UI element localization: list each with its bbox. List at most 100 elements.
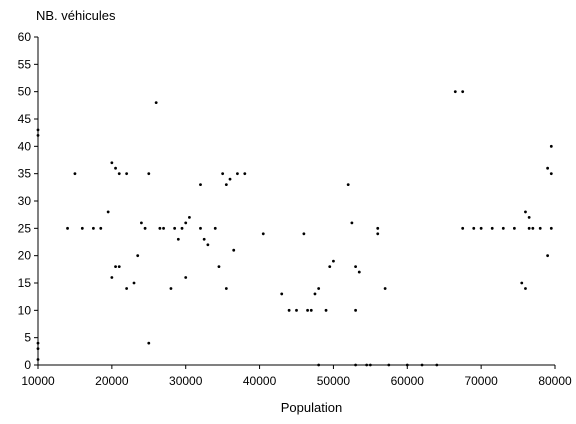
- data-point: [136, 254, 140, 258]
- data-point: [224, 183, 228, 187]
- data-point: [295, 308, 298, 312]
- data-point: [405, 363, 409, 367]
- data-point: [221, 172, 225, 176]
- data-point: [36, 134, 40, 137]
- data-point: [354, 308, 357, 312]
- data-point: [546, 166, 550, 170]
- data-point: [228, 177, 232, 181]
- plot-area: 0 5 10 15 20 25 30 35 40 45 50 55 60 10000 20000 30000…: [18, 30, 572, 388]
- data-point: [461, 226, 465, 230]
- data-point: [80, 226, 84, 230]
- data-point: [512, 226, 516, 230]
- data-point: [328, 265, 332, 268]
- data-point: [206, 243, 210, 247]
- data-point: [91, 226, 95, 230]
- data-point: [546, 254, 550, 258]
- data-point: [313, 292, 317, 296]
- y-tick-label: 50: [18, 85, 32, 99]
- data-point: [324, 308, 328, 312]
- data-point: [125, 287, 129, 290]
- x-tick-label: 40000: [243, 374, 277, 388]
- data-point: [114, 265, 117, 268]
- y-tick-label: 55: [18, 57, 32, 71]
- data-point: [332, 259, 335, 263]
- data-point: [66, 226, 69, 230]
- data-point: [479, 226, 483, 230]
- data-point: [158, 226, 162, 230]
- data-point: [110, 276, 114, 279]
- x-axis-label: Population: [281, 400, 342, 415]
- data-point: [114, 166, 117, 170]
- x-tick-label: 80000: [538, 374, 572, 388]
- data-point: [368, 363, 372, 367]
- data-point: [435, 363, 439, 367]
- data-point: [213, 226, 217, 230]
- data-points: [36, 90, 553, 367]
- data-point: [549, 172, 553, 176]
- data-point: [524, 287, 527, 290]
- y-tick-label: 35: [18, 167, 32, 181]
- data-point: [147, 172, 151, 176]
- data-point: [162, 226, 165, 230]
- data-point: [527, 216, 531, 219]
- data-point: [243, 172, 247, 176]
- data-point: [524, 210, 527, 214]
- data-point: [520, 281, 524, 285]
- data-point: [117, 172, 121, 176]
- y-tick-label: 0: [24, 358, 31, 372]
- data-point: [350, 221, 354, 225]
- data-point: [461, 90, 465, 94]
- data-point: [376, 226, 380, 230]
- data-point: [176, 237, 180, 241]
- data-point: [73, 172, 77, 176]
- data-point: [99, 226, 103, 230]
- data-point: [357, 270, 361, 274]
- data-point: [36, 128, 40, 132]
- data-point: [199, 226, 202, 230]
- data-point: [110, 161, 114, 165]
- data-point: [306, 308, 309, 312]
- data-point: [346, 183, 350, 187]
- data-point: [224, 287, 228, 290]
- y-tick-label: 60: [18, 30, 32, 44]
- data-point: [287, 308, 291, 312]
- data-point: [117, 265, 121, 268]
- data-point: [538, 226, 542, 230]
- data-point: [188, 216, 191, 219]
- data-point: [317, 363, 321, 367]
- data-point: [232, 248, 236, 252]
- y-tick-label: 20: [18, 249, 32, 263]
- x-tick-label: 50000: [317, 374, 351, 388]
- data-point: [199, 183, 202, 187]
- y-tick-label: 5: [24, 331, 31, 345]
- y-tick-label: 15: [18, 276, 32, 290]
- data-point: [184, 276, 188, 279]
- data-point: [376, 232, 380, 236]
- data-point: [280, 292, 284, 296]
- data-point: [173, 226, 177, 230]
- data-point: [184, 221, 188, 225]
- data-point: [132, 281, 136, 285]
- data-point: [236, 172, 239, 176]
- y-tick-label: 45: [18, 112, 32, 126]
- data-point: [169, 287, 173, 290]
- data-point: [261, 232, 265, 236]
- y-tick-label: 30: [18, 194, 32, 208]
- x-tick-label: 60000: [391, 374, 425, 388]
- data-point: [154, 101, 158, 104]
- data-point: [365, 363, 369, 367]
- data-point: [527, 226, 531, 230]
- data-point: [217, 265, 221, 268]
- data-point: [302, 232, 306, 236]
- data-point: [36, 341, 40, 345]
- data-point: [354, 265, 357, 268]
- y-axis-label: NB. véhicules: [36, 8, 116, 23]
- x-tick-label: 30000: [169, 374, 203, 388]
- x-tick-label: 10000: [21, 374, 55, 388]
- data-point: [549, 226, 553, 230]
- data-point: [36, 347, 40, 350]
- data-point: [309, 308, 313, 312]
- x-tick-label: 20000: [95, 374, 129, 388]
- data-point: [490, 226, 494, 230]
- data-point: [147, 341, 151, 345]
